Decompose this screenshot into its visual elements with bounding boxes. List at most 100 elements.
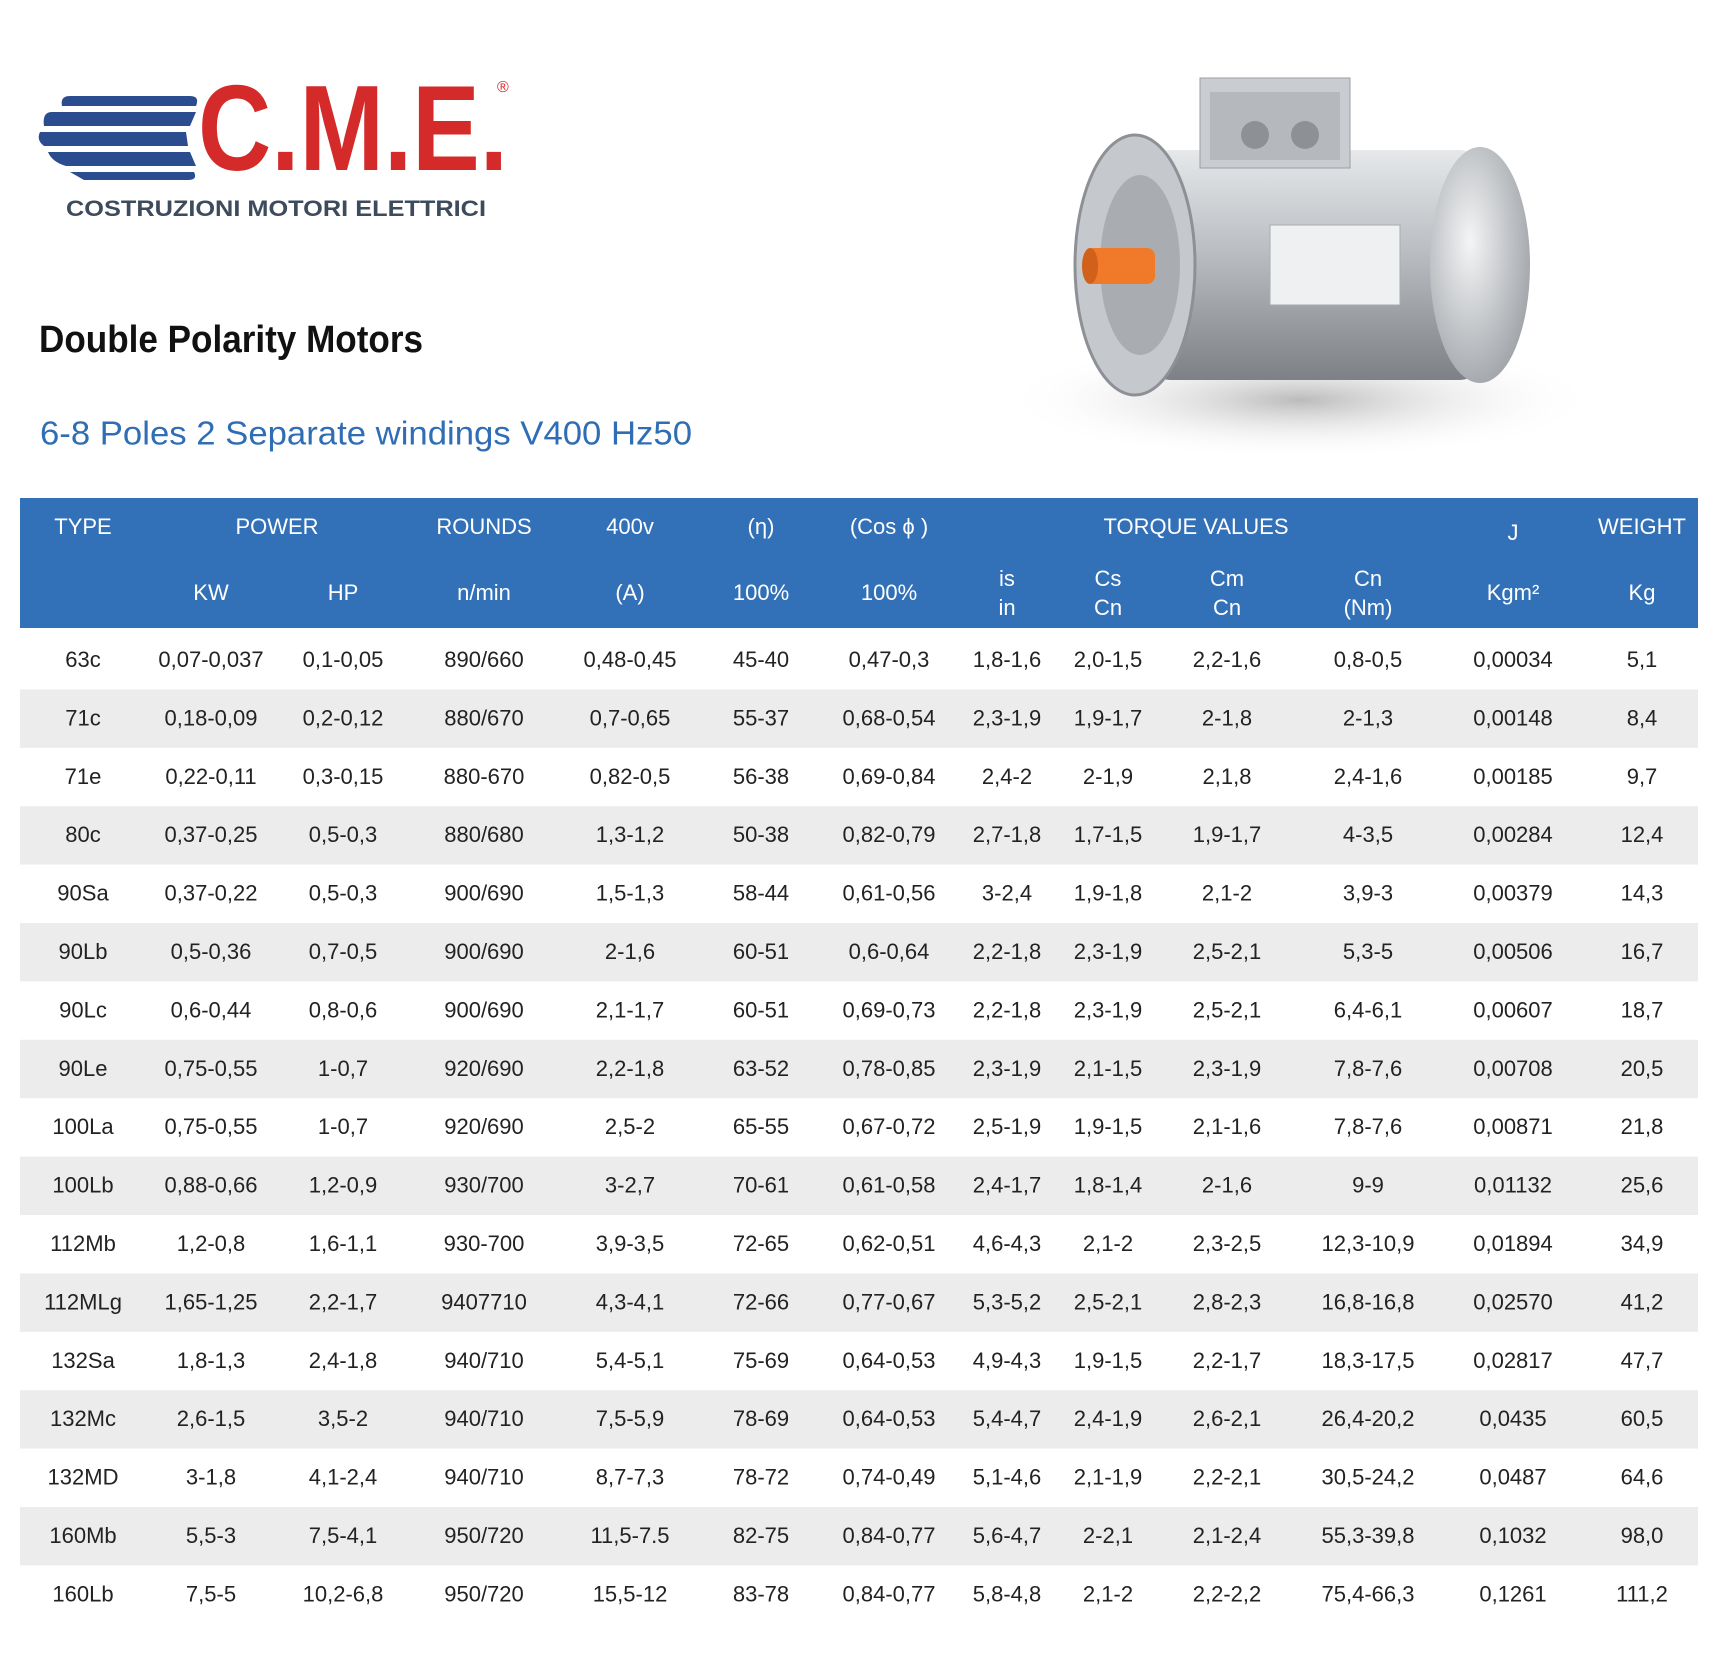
table-cell: 1,3-1,2 <box>596 822 665 847</box>
table-cell: 0,69-0,73 <box>843 997 936 1022</box>
table-cell: 0,02570 <box>1473 1289 1553 1314</box>
table-cell: 0,84-0,77 <box>843 1523 936 1548</box>
row-bg <box>20 1273 1698 1332</box>
table-cell: 1,8-1,4 <box>1074 1173 1143 1198</box>
table-cell: 0,68-0,54 <box>843 705 936 730</box>
table-cell: 2,2-1,8 <box>973 939 1042 964</box>
table-cell: 1,65-1,25 <box>165 1289 258 1314</box>
column-header: (Cos ϕ ) <box>850 514 928 539</box>
title: Double Polarity Motors <box>39 319 423 361</box>
logo-brand: C.M.E. <box>198 60 508 196</box>
table-cell: 0,00607 <box>1473 997 1553 1022</box>
column-subheader: HP <box>328 580 359 605</box>
table-cell: 90Lc <box>59 997 107 1022</box>
column-subheader: 100% <box>733 580 789 605</box>
table-cell: 160Lb <box>52 1581 113 1606</box>
table-cell: 75-69 <box>733 1348 789 1373</box>
table-cell: 55,3-39,8 <box>1322 1523 1415 1548</box>
table-cell: 0,00185 <box>1473 764 1553 789</box>
table-cell: 20,5 <box>1621 1056 1664 1081</box>
table-cell: 0,00871 <box>1473 1114 1553 1139</box>
table-cell: 5,3-5 <box>1343 939 1393 964</box>
table-cell: 1-0,7 <box>318 1056 368 1081</box>
table-cell: 0,00148 <box>1473 705 1553 730</box>
column-subheader: Cm <box>1210 566 1244 591</box>
table-cell: 0,01132 <box>1474 1173 1552 1198</box>
table-cell: 0,82-0,5 <box>590 764 671 789</box>
table-cell: 930/700 <box>444 1173 524 1198</box>
table-cell: 940/710 <box>444 1465 524 1490</box>
table-cell: 0,5-0,36 <box>171 939 252 964</box>
table-cell: 0,6-0,64 <box>849 939 930 964</box>
table-cell: 2,1-2 <box>1202 881 1252 906</box>
table-cell: 880-670 <box>444 764 525 789</box>
column-header: J <box>1508 520 1519 545</box>
table-cell: 2,3-1,9 <box>1193 1056 1262 1081</box>
column-subheader: is <box>999 566 1015 591</box>
table-cell: 2,1-1,5 <box>1074 1056 1143 1081</box>
table-cell: 2,4-1,7 <box>973 1173 1042 1198</box>
table-cell: 1,8-1,6 <box>973 647 1042 672</box>
table-cell: 7,5-5,9 <box>596 1406 665 1431</box>
table-cell: 0,48-0,45 <box>584 647 677 672</box>
table-cell: 920/690 <box>444 1056 524 1081</box>
table-cell: 0,75-0,55 <box>165 1114 258 1139</box>
table-cell: 14,3 <box>1621 881 1664 906</box>
table-cell: 4,3-4,1 <box>596 1289 665 1314</box>
table-cell: 1,9-1,7 <box>1193 822 1262 847</box>
table-cell: 1,7-1,5 <box>1074 822 1143 847</box>
table-cell: 0,67-0,72 <box>843 1114 936 1139</box>
table-cell: 3,9-3,5 <box>596 1231 665 1256</box>
table-cell: 2,2-1,7 <box>1193 1348 1262 1373</box>
table-cell: 900/690 <box>444 881 524 906</box>
table-cell: 2,5-1,9 <box>973 1114 1042 1139</box>
table-cell: 10,2-6,8 <box>303 1581 384 1606</box>
table-cell: 0,02817 <box>1473 1348 1553 1373</box>
table-cell: 3-2,7 <box>605 1173 655 1198</box>
column-header: POWER <box>235 514 318 539</box>
table-cell: 0,75-0,55 <box>165 1056 258 1081</box>
table-cell: 90Lb <box>59 939 108 964</box>
table-cell: 2,2-1,6 <box>1193 647 1262 672</box>
table-cell: 90Sa <box>57 881 109 906</box>
table-cell: 47,7 <box>1621 1348 1664 1373</box>
table-cell: 0,7-0,65 <box>590 705 671 730</box>
column-header: 400v <box>606 514 654 539</box>
table-cell: 2-1,9 <box>1083 764 1133 789</box>
table-cell: 9,7 <box>1627 764 1658 789</box>
table-cell: 0,84-0,77 <box>843 1581 936 1606</box>
table-cell: 4,1-2,4 <box>309 1465 378 1490</box>
logo-mark <box>38 96 198 180</box>
table-cell: 71e <box>65 764 102 789</box>
table-cell: 132Sa <box>51 1348 115 1373</box>
table-cell: 98,0 <box>1621 1523 1664 1548</box>
table-cell: 15,5-12 <box>593 1581 668 1606</box>
table-cell: 2,5-2 <box>605 1114 655 1139</box>
table-cell: 0,37-0,22 <box>165 881 258 906</box>
table-cell: 2,2-1,7 <box>309 1289 378 1314</box>
table-cell: 100La <box>52 1114 114 1139</box>
table-cell: 5,1-4,6 <box>973 1465 1042 1490</box>
table-cell: 70-61 <box>733 1173 789 1198</box>
table-cell: 3,5-2 <box>318 1406 368 1431</box>
table-cell: 2,8-2,3 <box>1193 1289 1262 1314</box>
table-cell: 56-38 <box>733 764 789 789</box>
table-cell: 1,9-1,8 <box>1074 881 1143 906</box>
table-cell: 1,8-1,3 <box>177 1348 246 1373</box>
column-subheader: Cn <box>1094 595 1122 620</box>
table-cell: 2,1-2,4 <box>1193 1523 1262 1548</box>
column-header: TYPE <box>54 514 111 539</box>
table-cell: 60,5 <box>1621 1406 1664 1431</box>
table-cell: 112MLg <box>44 1289 122 1314</box>
column-subheader: (A) <box>615 580 644 605</box>
table-cell: 90Le <box>59 1056 108 1081</box>
table-cell: 0,8-0,6 <box>309 997 378 1022</box>
column-subheader: Cn <box>1354 566 1382 591</box>
table-cell: 0,82-0,79 <box>843 822 936 847</box>
table-cell: 5,8-4,8 <box>973 1581 1042 1606</box>
column-header: (η) <box>748 514 775 539</box>
table-cell: 60-51 <box>733 997 789 1022</box>
table-cell: 1,2-0,8 <box>177 1231 246 1256</box>
table-cell: 9407710 <box>441 1289 527 1314</box>
